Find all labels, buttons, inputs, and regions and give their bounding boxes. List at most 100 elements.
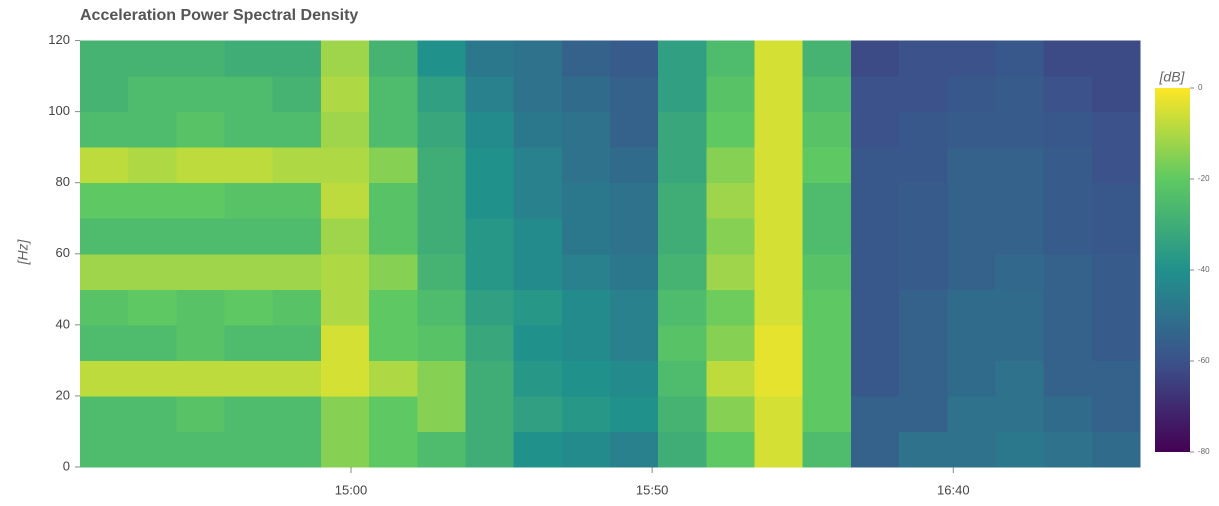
cell bbox=[1091, 111, 1141, 148]
cell bbox=[561, 147, 611, 184]
cell bbox=[658, 395, 707, 432]
cell bbox=[128, 431, 177, 468]
cell bbox=[465, 395, 515, 432]
cell bbox=[754, 218, 804, 255]
heatmap bbox=[80, 40, 1141, 468]
cell bbox=[465, 111, 515, 148]
cell bbox=[176, 40, 226, 77]
cell bbox=[1091, 324, 1141, 361]
cell bbox=[417, 76, 466, 113]
cell bbox=[1091, 147, 1141, 184]
cell bbox=[610, 111, 659, 148]
cell bbox=[80, 147, 129, 184]
cell bbox=[272, 431, 322, 468]
cell bbox=[658, 431, 707, 468]
cell bbox=[1043, 111, 1093, 148]
cell bbox=[1091, 431, 1141, 468]
cell bbox=[1043, 253, 1093, 290]
cell bbox=[80, 324, 129, 361]
cell bbox=[417, 111, 466, 148]
cell bbox=[465, 253, 515, 290]
cell bbox=[658, 40, 707, 77]
cell bbox=[850, 289, 900, 326]
cell bbox=[561, 182, 611, 219]
cell bbox=[128, 182, 177, 219]
cell bbox=[706, 40, 756, 77]
cell bbox=[320, 395, 370, 432]
cell bbox=[947, 253, 996, 290]
cell bbox=[561, 360, 611, 397]
cell bbox=[465, 289, 515, 326]
cell bbox=[561, 218, 611, 255]
y-tick-label: 60 bbox=[56, 245, 70, 260]
cell bbox=[369, 431, 418, 468]
cell bbox=[80, 40, 129, 77]
cell bbox=[1091, 253, 1141, 290]
cell bbox=[513, 324, 563, 361]
cell bbox=[224, 76, 274, 113]
cell bbox=[320, 76, 370, 113]
cell bbox=[754, 40, 804, 77]
cell bbox=[417, 395, 466, 432]
cell bbox=[610, 324, 659, 361]
cell bbox=[80, 431, 129, 468]
cell bbox=[465, 40, 515, 77]
cell bbox=[176, 111, 226, 148]
cell bbox=[224, 289, 274, 326]
cell bbox=[513, 431, 563, 468]
cell bbox=[899, 360, 948, 397]
cell bbox=[80, 182, 129, 219]
cell bbox=[224, 324, 274, 361]
cell bbox=[802, 360, 852, 397]
cell bbox=[706, 431, 756, 468]
cell bbox=[513, 40, 563, 77]
cell bbox=[947, 395, 996, 432]
cell bbox=[369, 40, 418, 77]
cell bbox=[80, 289, 129, 326]
cell bbox=[1091, 395, 1141, 432]
cell bbox=[128, 218, 177, 255]
cell bbox=[995, 40, 1045, 77]
cell bbox=[320, 289, 370, 326]
cell bbox=[658, 76, 707, 113]
cell bbox=[658, 253, 707, 290]
cell bbox=[128, 40, 177, 77]
y-tick-label: 120 bbox=[48, 32, 70, 47]
cell bbox=[995, 431, 1045, 468]
cell bbox=[272, 360, 322, 397]
colorbar-tick-label: -20 bbox=[1198, 174, 1210, 183]
cell bbox=[947, 218, 996, 255]
cell bbox=[802, 324, 852, 361]
cell bbox=[80, 76, 129, 113]
cell bbox=[802, 147, 852, 184]
cell bbox=[1043, 182, 1093, 219]
cell bbox=[850, 182, 900, 219]
cell bbox=[1043, 395, 1093, 432]
cell bbox=[850, 395, 900, 432]
cell bbox=[272, 76, 322, 113]
cell bbox=[128, 76, 177, 113]
cell bbox=[947, 182, 996, 219]
chart-title: Acceleration Power Spectral Density bbox=[80, 7, 358, 24]
cell bbox=[224, 253, 274, 290]
cell bbox=[1043, 360, 1093, 397]
cell bbox=[176, 182, 226, 219]
cell bbox=[850, 360, 900, 397]
cell bbox=[899, 218, 948, 255]
cell bbox=[369, 147, 418, 184]
cell bbox=[224, 111, 274, 148]
cell bbox=[610, 76, 659, 113]
cell bbox=[1043, 324, 1093, 361]
cell bbox=[706, 253, 756, 290]
cell bbox=[369, 182, 418, 219]
cell bbox=[513, 395, 563, 432]
cell bbox=[1091, 76, 1141, 113]
cell bbox=[272, 111, 322, 148]
cell bbox=[465, 218, 515, 255]
cell bbox=[320, 218, 370, 255]
cell bbox=[272, 218, 322, 255]
cell bbox=[417, 218, 466, 255]
cell bbox=[176, 324, 226, 361]
cell bbox=[80, 253, 129, 290]
